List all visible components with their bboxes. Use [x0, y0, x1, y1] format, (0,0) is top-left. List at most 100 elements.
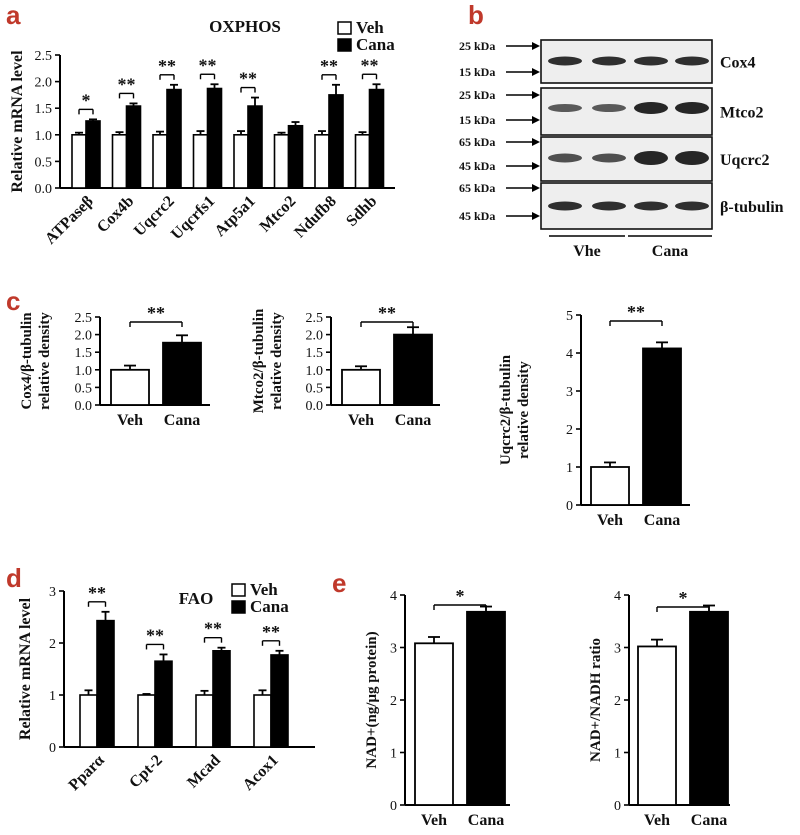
- y-tick-label: 2.0: [306, 329, 324, 344]
- y-tick-label: 1.0: [35, 129, 53, 144]
- y-tick-label: 5: [566, 309, 573, 324]
- bar-veh: [79, 694, 98, 748]
- y-tick-label: 2.0: [75, 329, 93, 344]
- y-tick-label: 0.0: [75, 399, 93, 414]
- group-label: Vhe: [573, 243, 601, 260]
- y-axis-label-line: Cox4/β-tubulin: [19, 312, 35, 410]
- y-tick-label: 2.5: [306, 311, 324, 326]
- significance-label: **: [199, 55, 217, 75]
- bar-cana: [85, 120, 101, 189]
- bar-cana: [689, 610, 729, 806]
- y-tick-label: 1.5: [306, 346, 324, 361]
- y-tick-label: 0.5: [306, 381, 324, 396]
- kda-marker: 25 kDa: [459, 39, 495, 53]
- bar-cana: [154, 660, 173, 748]
- bar-cana: [96, 619, 115, 748]
- protein-band: [634, 56, 668, 66]
- bar-cana: [466, 610, 506, 806]
- y-tick-label: 4: [390, 589, 397, 604]
- category-label: Veh: [348, 412, 374, 429]
- y-tick-label: 2.5: [75, 311, 93, 326]
- protein-band: [675, 201, 709, 211]
- chart-nad-nadh-ratio: 0 1 2 3 4 NAD+/NADH ratio Veh Cana *: [588, 588, 730, 829]
- bar-cana: [368, 88, 385, 189]
- bar-veh: [192, 134, 209, 189]
- y-tick-label: 1: [566, 461, 573, 476]
- chart-uqcrc2-density: 0 1 2 3 4 5 Uqcrc2/β-tubulin relative density Ve…: [498, 302, 690, 529]
- y-axis-label: NAD+(ng/μg protein): [364, 631, 380, 768]
- kda-marker: 65 kDa: [459, 135, 495, 149]
- bar-cana: [212, 649, 231, 748]
- y-axis-label-line: relative density: [37, 312, 53, 410]
- significance-label: *: [82, 90, 91, 110]
- protein-label: Uqcrc2: [720, 152, 769, 169]
- category-label: Veh: [117, 412, 143, 429]
- y-axis-label-line: relative density: [269, 312, 285, 410]
- legend-swatch-veh: [231, 583, 246, 597]
- significance-label: **: [147, 303, 165, 323]
- y-tick-label: 3: [566, 385, 573, 400]
- bar-veh: [314, 134, 330, 189]
- panel-letter-e: e: [332, 568, 346, 598]
- y-axis-label: NAD+/NADH ratio: [588, 638, 604, 762]
- legend-label: Veh: [356, 18, 384, 37]
- kda-marker: 45 kDa: [459, 209, 495, 223]
- protein-band: [548, 56, 582, 66]
- y-tick-label: 1: [49, 689, 56, 704]
- y-axis-label: Relative mRNA level: [9, 50, 26, 193]
- category-label: Pparα: [66, 752, 108, 794]
- chart-nad-protein: 0 1 2 3 4 NAD+(ng/μg protein) Veh Cana *: [364, 586, 510, 829]
- protein-band: [675, 56, 709, 66]
- category-label: Veh: [421, 812, 447, 829]
- protein-label: Cox4: [720, 55, 756, 72]
- category-label: Veh: [644, 812, 670, 829]
- kda-marker: 25 kDa: [459, 88, 495, 102]
- category-label: Cpt-2: [126, 752, 166, 792]
- protein-label: Mtco2: [720, 105, 764, 122]
- protein-band: [548, 153, 582, 163]
- category-label: Veh: [597, 512, 623, 529]
- bar-veh: [354, 134, 371, 189]
- bar-cana: [328, 94, 344, 189]
- y-axis-label-line: Uqcrc2/β-tubulin: [498, 354, 514, 465]
- protein-band: [675, 151, 709, 165]
- bar-veh: [341, 368, 381, 406]
- panel-letter-d: d: [6, 563, 22, 593]
- y-tick-label: 2.5: [35, 49, 53, 64]
- bar-cana: [393, 333, 433, 406]
- y-axis-label: Cox4/β-tubulin relative density: [19, 312, 53, 410]
- chart-oxphos: 0.0 0.5 1.0 1.5 2.0 2.5 Relative mRNA level OXP…: [9, 17, 395, 248]
- protein-band: [634, 151, 668, 165]
- bar-veh: [195, 694, 214, 748]
- y-tick-label: 2: [614, 694, 621, 709]
- protein-band: [634, 102, 668, 114]
- y-tick-label: 0: [566, 499, 573, 514]
- category-label: Cana: [644, 512, 680, 529]
- bar-cana: [247, 105, 263, 189]
- protein-band: [548, 104, 582, 112]
- y-tick-label: 0: [390, 799, 397, 814]
- category-label: ATPaseβ: [42, 193, 97, 248]
- y-tick-label: 1.0: [75, 364, 93, 379]
- y-axis-label: Mtco2/β-tubulin relative density: [251, 308, 285, 413]
- protein-band: [634, 201, 668, 211]
- kda-marker: 65 kDa: [459, 181, 495, 195]
- y-tick-label: 1.5: [35, 102, 53, 117]
- significance-label: **: [320, 56, 338, 76]
- bar-veh: [71, 134, 87, 189]
- y-tick-label: 1: [390, 747, 397, 762]
- bar-cana: [166, 88, 182, 189]
- y-tick-label: 0.5: [75, 381, 93, 396]
- bar-veh: [273, 134, 290, 189]
- y-axis-label-line: NAD+(ng/μg protein): [364, 631, 380, 768]
- y-tick-label: 4: [614, 589, 621, 604]
- marker-arrow-head: [532, 212, 540, 220]
- protein-band: [592, 153, 626, 163]
- marker-arrow-head: [532, 91, 540, 99]
- y-axis-label-line: Mtco2/β-tubulin: [251, 308, 267, 413]
- y-axis-label: Relative mRNA level: [17, 597, 34, 740]
- significance-label: **: [88, 583, 106, 603]
- category-label: Ndufb8: [291, 193, 339, 241]
- category-label: Atp5a1: [212, 193, 259, 240]
